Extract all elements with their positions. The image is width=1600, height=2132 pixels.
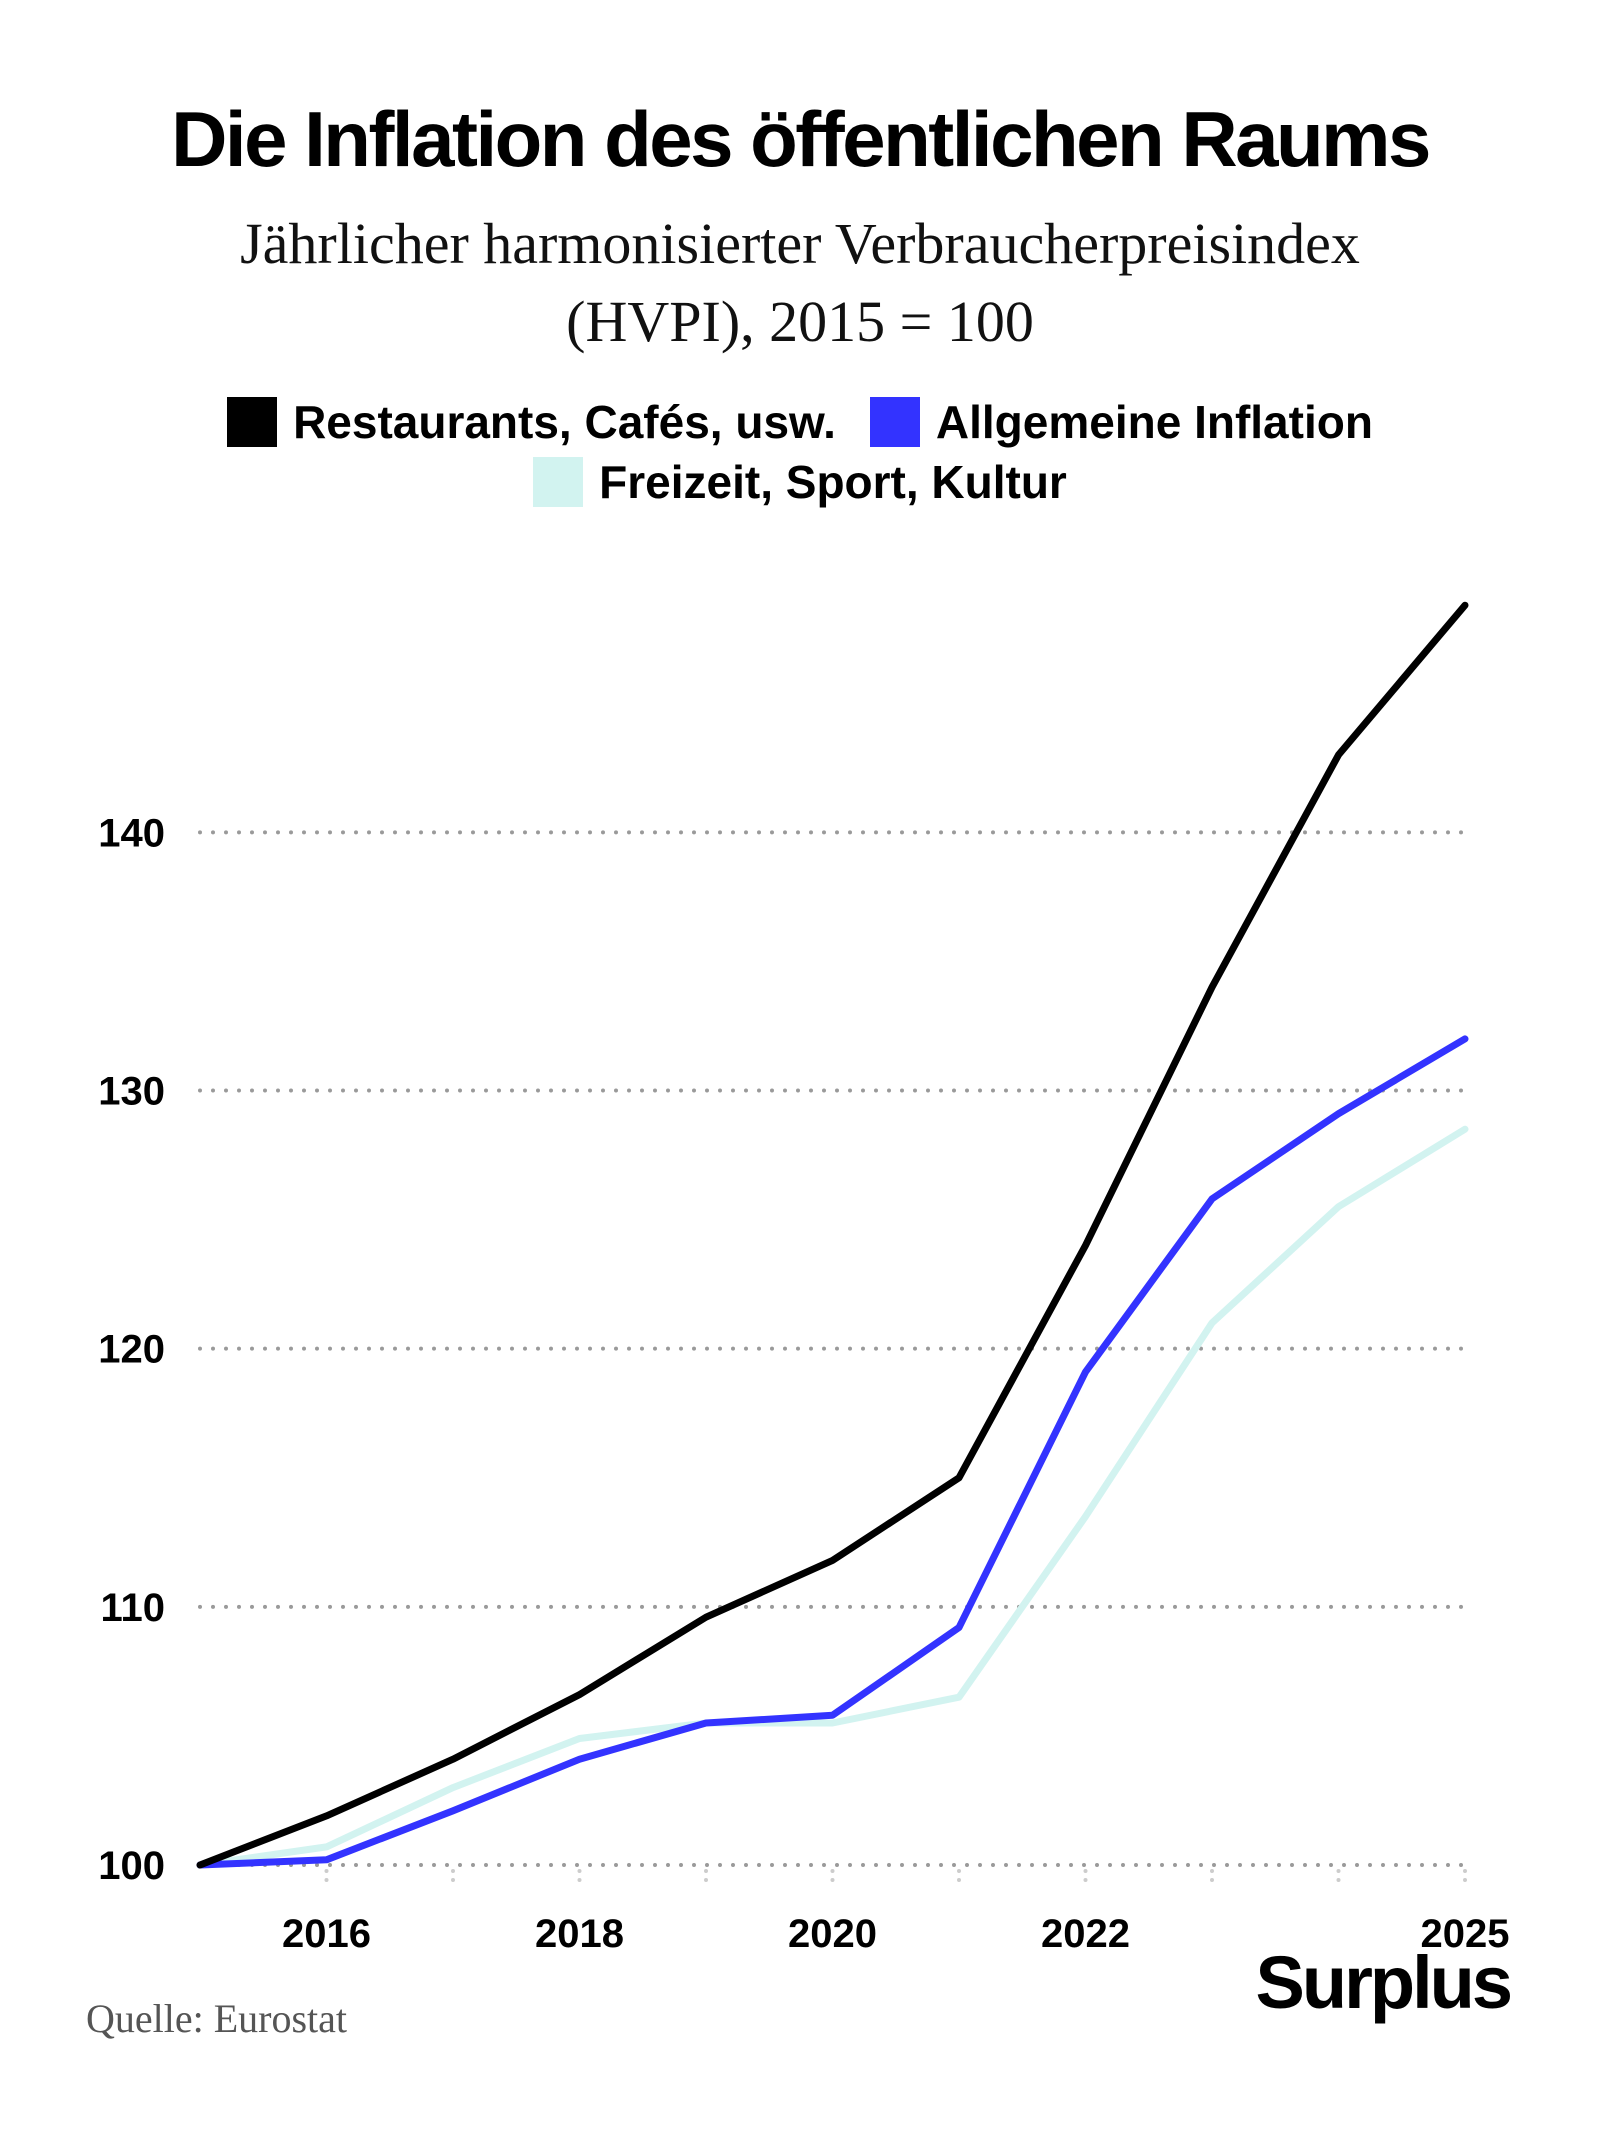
- chart-title: Die Inflation des öffentlichen Raums: [171, 95, 1431, 183]
- x-tick-label-2020: 2020: [788, 1912, 877, 1956]
- legend-item-allgemeine-inflation: Allgemeine Inflation: [869, 395, 1373, 449]
- y-tick-label-130: 130: [98, 1070, 165, 1114]
- legend-label-restaurants: Restaurants, Cafés, usw.: [293, 396, 836, 448]
- x-tick-label-2022: 2022: [1041, 1912, 1130, 1956]
- legend-item-restaurants: Restaurants, Cafés, usw.: [227, 395, 836, 449]
- x-axis-labels: 2016 2018 2020 2022 2025: [282, 1912, 1509, 1956]
- legend-label-allgemeine-inflation: Allgemeine Inflation: [935, 396, 1373, 448]
- y-tick-label-120: 120: [98, 1328, 165, 1372]
- legend-swatch-restaurants: [227, 397, 278, 447]
- y-tick-label-110: 110: [100, 1586, 165, 1630]
- x-tick-label-2018: 2018: [535, 1912, 624, 1956]
- x-tick-label-2016: 2016: [282, 1912, 371, 1956]
- source-note: Quelle: Eurostat: [86, 1996, 348, 2041]
- series-line-restaurants-cafés-usw: [196, 601, 1469, 1869]
- series-line-freizeit-sport-kultur: [196, 1125, 1469, 1869]
- legend-label-freizeit: Freizeit, Sport, Kultur: [599, 456, 1067, 508]
- brand-logo: Surplus: [1255, 1941, 1513, 2024]
- x-axis-ticks: [324, 1869, 1467, 1891]
- y-tick-label-140: 140: [98, 811, 165, 855]
- subtitle-line-2: (HVPI), 2015 = 100: [566, 289, 1034, 354]
- legend: Restaurants, Cafés, usw. Allgemeine Infl…: [0, 395, 1600, 449]
- series-lines: [196, 601, 1469, 1869]
- legend-swatch-freizeit: [533, 457, 584, 507]
- legend-item-freizeit: Freizeit, Sport, Kultur: [533, 455, 1067, 509]
- legend-row-2: Freizeit, Sport, Kultur: [0, 455, 1600, 509]
- y-tick-label-100: 100: [98, 1844, 165, 1888]
- legend-swatch-allgemeine-inflation: [869, 397, 920, 447]
- y-axis-labels: 100 110 120 130 140: [98, 811, 165, 1888]
- grid-lines: [198, 830, 1467, 1867]
- chart-subtitle: Jährlicher harmonisierter Verbraucherpre…: [160, 205, 1440, 361]
- x-tick-label-2025: 2025: [1421, 1912, 1510, 1956]
- series-line-allgemeine-inflation: [196, 1035, 1469, 1869]
- subtitle-line-1: Jährlicher harmonisierter Verbraucherpre…: [240, 211, 1360, 276]
